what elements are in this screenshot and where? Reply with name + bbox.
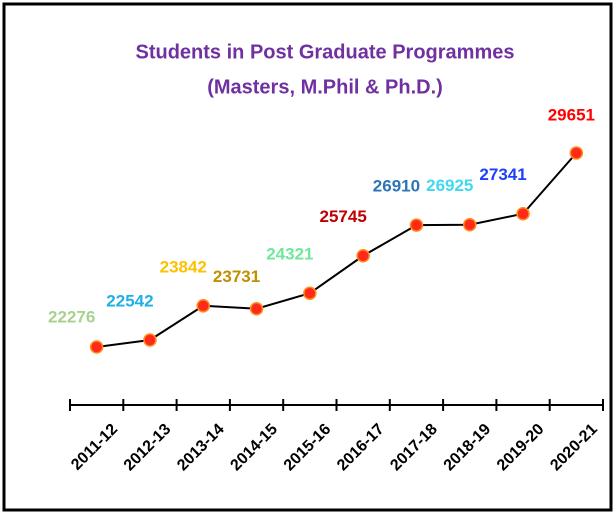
marker	[143, 333, 157, 347]
data-label: 22276	[48, 307, 95, 326]
marker	[409, 218, 424, 232]
data-label: 23842	[160, 257, 207, 276]
data-label: 25745	[320, 207, 367, 226]
marker	[89, 340, 104, 354]
data-label: 24321	[266, 245, 313, 264]
marker	[516, 207, 530, 221]
data-label: 26925	[426, 176, 473, 195]
marker	[569, 146, 584, 160]
chart-subtitle: (Masters, M.Phil & Ph.D.)	[207, 76, 443, 98]
data-label: 23731	[213, 267, 260, 286]
marker	[303, 286, 317, 300]
chart-title: Students in Post Graduate Programmes	[136, 41, 515, 63]
marker	[196, 299, 210, 313]
data-label: 27341	[479, 165, 526, 184]
data-label: 26910	[373, 177, 420, 196]
marker	[356, 248, 370, 263]
data-label: 29651	[548, 105, 595, 124]
marker	[249, 301, 264, 316]
data-label: 22542	[106, 291, 153, 310]
line	[96, 152, 578, 348]
marker	[463, 217, 477, 232]
